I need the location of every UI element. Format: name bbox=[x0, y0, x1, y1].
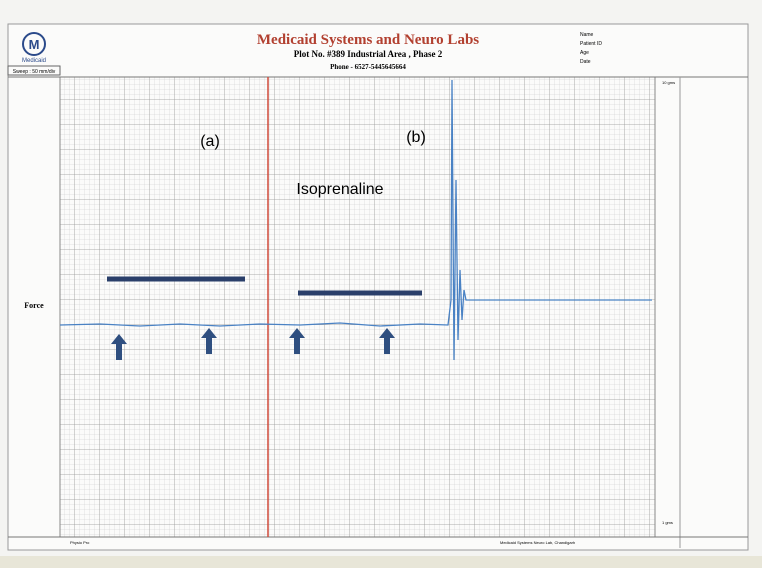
arrows bbox=[111, 328, 395, 360]
sweep: Sweep : 50 mm/div bbox=[13, 69, 56, 75]
arrow bbox=[379, 328, 395, 354]
logo-mark: M bbox=[29, 37, 40, 52]
footer-right: Medicaid Systems Neuro Lab, Chandigarh bbox=[500, 540, 575, 545]
footer-left: Physio Pro bbox=[70, 540, 90, 545]
address: Plot No. #389 Industrial Area , Phase 2 bbox=[294, 49, 443, 59]
info-block: Name Patient ID Age Date bbox=[580, 32, 602, 65]
info-label: Name bbox=[580, 32, 594, 38]
arrow bbox=[289, 328, 305, 354]
channel-label: Force bbox=[24, 301, 44, 310]
arrow bbox=[111, 334, 127, 360]
bottom-edge bbox=[0, 556, 762, 568]
label-b: (b) bbox=[406, 129, 426, 146]
arrow bbox=[201, 328, 217, 354]
phone: Phone - 6527-5445645664 bbox=[330, 63, 406, 71]
info-label: Age bbox=[580, 50, 589, 56]
logo bbox=[22, 32, 46, 56]
label-a: (a) bbox=[200, 133, 220, 150]
logo-text: Medicaid bbox=[22, 58, 46, 64]
drug-label: Isoprenaline bbox=[296, 181, 383, 198]
scale-top: 10 gms bbox=[662, 80, 675, 85]
lab-title: Medicaid Systems and Neuro Labs bbox=[257, 32, 479, 48]
info-label: Patient ID bbox=[580, 41, 602, 47]
scale-bottom: 1 gms bbox=[662, 520, 673, 525]
info-label: Date bbox=[580, 59, 591, 65]
force-trace bbox=[59, 79, 652, 361]
sweep-box bbox=[7, 65, 61, 76]
grid bbox=[59, 76, 656, 538]
